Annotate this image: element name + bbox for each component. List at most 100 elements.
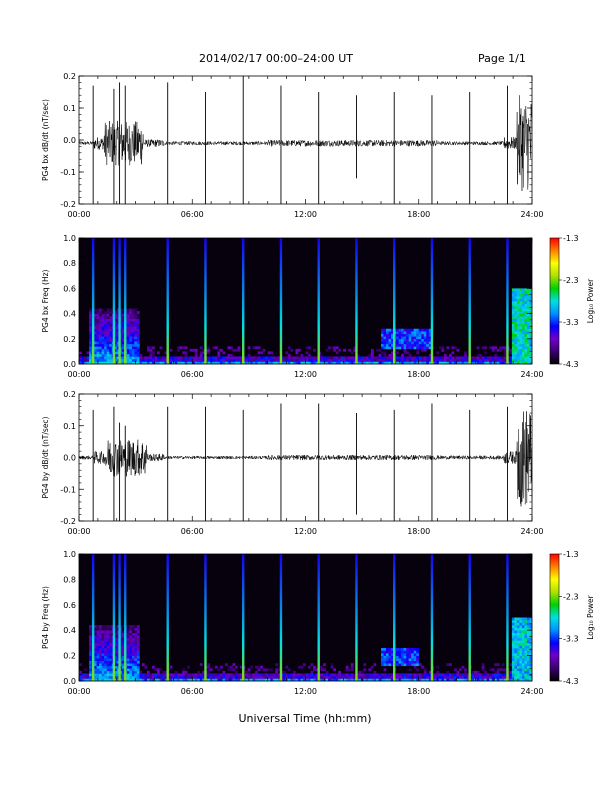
spectrogram-cell — [149, 353, 153, 357]
spike-column — [468, 238, 471, 364]
spectrogram-cell — [129, 318, 133, 322]
spectrogram-cell — [134, 655, 138, 659]
spectrogram-cell — [106, 358, 110, 362]
spectrogram-cell — [396, 328, 399, 332]
spectrogram-cell — [358, 361, 362, 365]
spectrogram-cell — [403, 650, 407, 654]
spectrogram-cell — [96, 630, 100, 634]
spectrogram-cell — [277, 678, 281, 682]
spectrogram-cell — [524, 668, 528, 672]
spectrogram-cell — [247, 358, 251, 362]
spectrogram-cell — [104, 640, 107, 644]
spectrogram-cell — [514, 665, 518, 669]
spectrogram-cell — [386, 361, 389, 365]
spectrogram-cell — [519, 333, 523, 337]
spectrogram-cell — [192, 356, 196, 360]
spectrogram-cell — [146, 358, 150, 362]
spectrogram-cell — [184, 678, 188, 682]
spectrogram-cell — [423, 668, 427, 672]
spectrogram-cell — [511, 647, 515, 651]
spectrogram-cell — [154, 678, 158, 682]
spectrogram-cell — [516, 313, 520, 317]
spectrogram-cell — [114, 668, 118, 672]
spectrogram-cell — [129, 655, 133, 659]
spectrogram-cell — [524, 316, 528, 319]
spectrogram-cell — [136, 341, 140, 345]
spectrogram-cell — [114, 343, 118, 347]
spectrogram-cell — [529, 665, 533, 669]
spectrogram-cell — [99, 351, 102, 355]
spectrogram-cell — [464, 678, 467, 682]
spectrogram-cell — [511, 645, 515, 649]
spectrogram-cell — [89, 358, 92, 362]
spectrogram-cell — [287, 361, 291, 365]
spectrogram-cell — [524, 356, 528, 360]
spectrogram-cell — [121, 675, 125, 679]
spectrogram-cell — [129, 353, 133, 357]
spectrogram-cell — [84, 668, 87, 672]
spectrogram-cell — [340, 358, 344, 362]
spectrogram-cell — [370, 348, 374, 352]
spectrogram-cell — [104, 650, 107, 654]
spectrogram-cell — [146, 356, 150, 360]
spectrogram-cell — [136, 625, 140, 628]
spectrogram-cell — [426, 678, 430, 682]
spectrogram-cell — [313, 678, 316, 682]
spectrogram-cell — [106, 361, 110, 365]
spectrogram-cell — [116, 645, 120, 649]
spectrogram-cell — [524, 311, 528, 314]
spectrogram-cell — [330, 665, 334, 669]
spectrogram-cell — [106, 318, 110, 322]
spectrogram-cell — [411, 336, 415, 340]
spectrogram-cell — [104, 333, 107, 337]
y-tick-label: -0.1 — [60, 485, 76, 494]
spectrogram-cell — [511, 655, 515, 659]
spectrogram-cell — [511, 653, 515, 656]
spectrogram-cell — [494, 353, 498, 357]
spectrogram-cell — [136, 321, 140, 324]
spectrogram-cell — [388, 663, 392, 667]
spectrogram-cell — [131, 635, 135, 639]
spectrogram-cell — [360, 358, 364, 362]
spectrogram-cell — [151, 346, 155, 350]
spectrogram-cell — [516, 336, 520, 340]
spectrogram-cell — [408, 660, 412, 664]
spectrogram-cell — [396, 358, 399, 362]
spectrogram-cell — [96, 346, 100, 350]
spectrogram-cell — [514, 346, 518, 350]
spectrogram-cell — [423, 341, 427, 345]
spectrogram-cell — [526, 627, 530, 631]
spectrogram-cell — [134, 336, 138, 340]
spectrogram-cell — [207, 358, 211, 362]
spectrogram-cell — [516, 653, 520, 656]
spectrogram-cell — [94, 343, 97, 347]
spectrogram-cell — [499, 346, 503, 350]
spectrogram-cell — [514, 653, 518, 656]
spectrogram-cell — [426, 333, 430, 337]
spectrogram-cell — [524, 353, 528, 357]
spectrogram-cell — [267, 678, 271, 682]
spectrogram-cell — [519, 328, 523, 332]
spectrogram-cell — [386, 678, 389, 682]
spectrogram-cell — [433, 356, 437, 360]
spectrogram-cell — [265, 668, 269, 672]
spectrogram-cell — [129, 338, 133, 342]
spectrogram-cell — [411, 655, 415, 659]
spectrogram-cell — [131, 663, 135, 667]
spectrogram-cell — [464, 358, 467, 362]
spectrogram-cell — [89, 341, 92, 345]
spectrogram-cell — [333, 348, 336, 352]
spectrogram-cell — [388, 658, 392, 661]
spectrogram-cell — [99, 630, 102, 634]
x-tick-label: 06:00 — [181, 210, 204, 219]
spectrogram-cell — [257, 361, 261, 365]
spectrogram-cell — [524, 306, 528, 309]
spectrogram-cell — [106, 346, 110, 350]
spectrogram-cell — [526, 316, 530, 319]
spectrogram-cell — [282, 358, 286, 362]
spectrogram-cell — [106, 625, 110, 628]
spectrogram-cell — [136, 323, 140, 327]
spectrogram-cell — [418, 333, 422, 337]
spectrogram-cell — [383, 336, 387, 340]
